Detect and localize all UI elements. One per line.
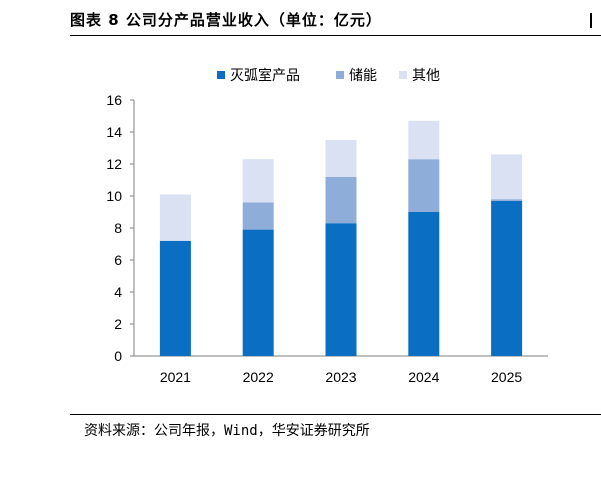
bar-segment bbox=[159, 194, 191, 241]
bar-segment bbox=[325, 176, 357, 224]
bar-segment bbox=[491, 199, 523, 201]
y-tick-label: 4 bbox=[114, 284, 122, 300]
title-edge-mark bbox=[590, 13, 592, 28]
legend-swatch bbox=[399, 71, 407, 79]
chart-axes: 0 2 4 6 8 10 12 14 16 2021 2022 2023 2024 2025 bbox=[106, 92, 548, 385]
legend-label: 灭弧室产品 bbox=[230, 67, 300, 84]
bar-segment bbox=[242, 202, 274, 230]
chart-bars bbox=[159, 120, 523, 356]
bar-segment bbox=[491, 200, 523, 356]
x-tick-label: 2021 bbox=[160, 369, 191, 385]
bar-segment bbox=[325, 140, 357, 177]
bar-segment bbox=[408, 159, 440, 212]
x-tick-label: 2023 bbox=[325, 369, 356, 385]
y-tick-label: 12 bbox=[106, 156, 122, 172]
bar-segment bbox=[325, 223, 357, 356]
y-tick-label: 10 bbox=[106, 188, 122, 204]
x-tick-label: 2022 bbox=[243, 369, 274, 385]
stacked-bar-chart: 灭弧室产品 储能 其他 0 2 4 6 8 10 12 14 16 2021 2022 2023 2024 2… bbox=[106, 67, 548, 385]
y-tick-label: 14 bbox=[106, 124, 122, 140]
legend-swatch bbox=[336, 71, 344, 79]
footer-divider bbox=[70, 414, 601, 415]
title-divider bbox=[70, 35, 601, 36]
chart-legend: 灭弧室产品 储能 其他 bbox=[217, 67, 440, 84]
bar-segment bbox=[408, 120, 440, 160]
source-note: 资料来源：公司年报，Wind，华安证券研究所 bbox=[84, 423, 370, 439]
legend-label: 储能 bbox=[349, 68, 377, 84]
y-tick-label: 2 bbox=[114, 316, 122, 332]
legend-swatch bbox=[217, 71, 225, 79]
bar-segment bbox=[408, 212, 440, 356]
y-tick-label: 8 bbox=[114, 220, 122, 236]
bar-segment bbox=[491, 154, 523, 200]
y-tick-label: 16 bbox=[106, 92, 122, 108]
bar-segment bbox=[242, 229, 274, 356]
x-tick-label: 2025 bbox=[491, 369, 522, 385]
bar-segment bbox=[159, 240, 191, 356]
figure-title: 图表 8 公司分产品营业收入（单位：亿元） bbox=[70, 11, 382, 29]
legend-label: 其他 bbox=[412, 68, 440, 84]
x-tick-label: 2024 bbox=[408, 369, 439, 385]
title-bar: 图表 8 公司分产品营业收入（单位：亿元） bbox=[0, 0, 601, 36]
y-tick-label: 6 bbox=[114, 252, 122, 268]
y-tick-label: 0 bbox=[114, 348, 122, 364]
bar-segment bbox=[242, 159, 274, 203]
